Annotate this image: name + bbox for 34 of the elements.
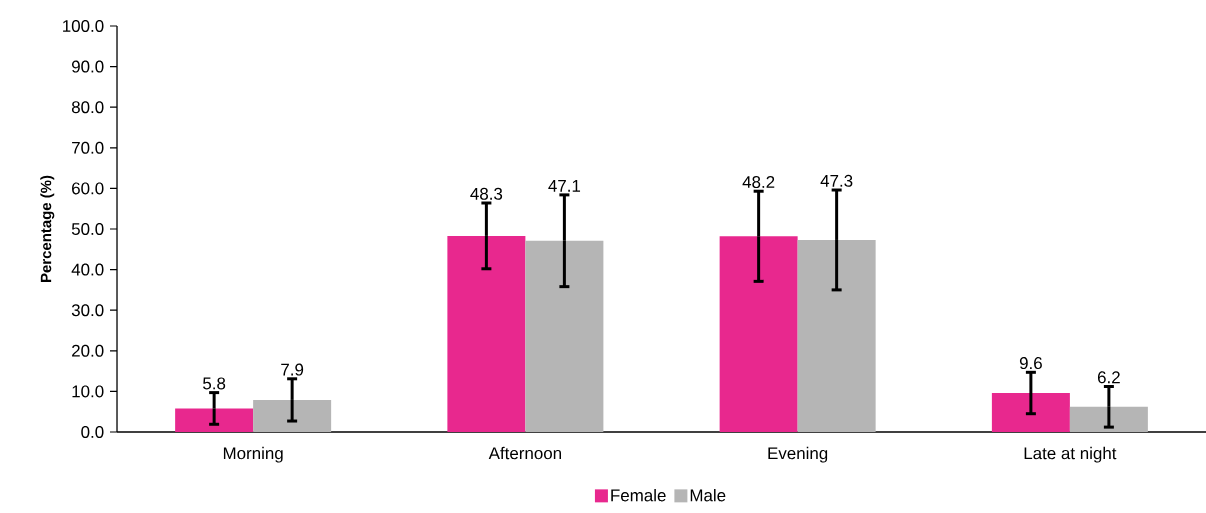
y-tick-label: 70.0 [72, 141, 104, 154]
data-label: 47.1 [548, 180, 581, 192]
y-tick-label: 0.0 [81, 425, 104, 438]
data-label: 48.3 [470, 187, 503, 200]
y-axis-title: Percentage (%) [40, 175, 55, 282]
bar [991, 393, 1070, 432]
x-tick-label: Morning [223, 446, 283, 463]
y-tick-label: 30.0 [71, 304, 104, 317]
bar [525, 240, 604, 432]
bar [797, 239, 876, 432]
x-tick-label: Evening [768, 446, 828, 463]
y-tick-label: 50.0 [71, 222, 104, 235]
bar [447, 235, 526, 432]
y-tick-label: 20.0 [72, 344, 104, 357]
x-tick-label: Late at night [1024, 446, 1117, 463]
y-tick-label: 60.0 [72, 182, 104, 195]
x-tick-label: Afternoon [488, 446, 561, 460]
y-tick-label: 10.0 [72, 385, 104, 398]
data-label: 7.9 [281, 363, 304, 376]
data-label: 5.8 [203, 377, 226, 390]
legend-label: Male [690, 488, 726, 502]
bar [719, 236, 798, 432]
y-tick-label: 90.0 [72, 60, 104, 73]
data-label: 48.2 [742, 176, 775, 189]
data-label: 6.2 [1097, 371, 1120, 384]
data-label: 47.3 [820, 174, 853, 187]
bar [253, 399, 332, 432]
y-tick-label: 100.0 [63, 19, 104, 32]
y-tick-label: 80.0 [71, 101, 104, 114]
legend-label: Female [611, 488, 666, 502]
data-label: 9.6 [1019, 357, 1042, 370]
y-tick-label: 40.0 [71, 263, 104, 276]
bar [1069, 406, 1148, 432]
bar [175, 408, 254, 432]
